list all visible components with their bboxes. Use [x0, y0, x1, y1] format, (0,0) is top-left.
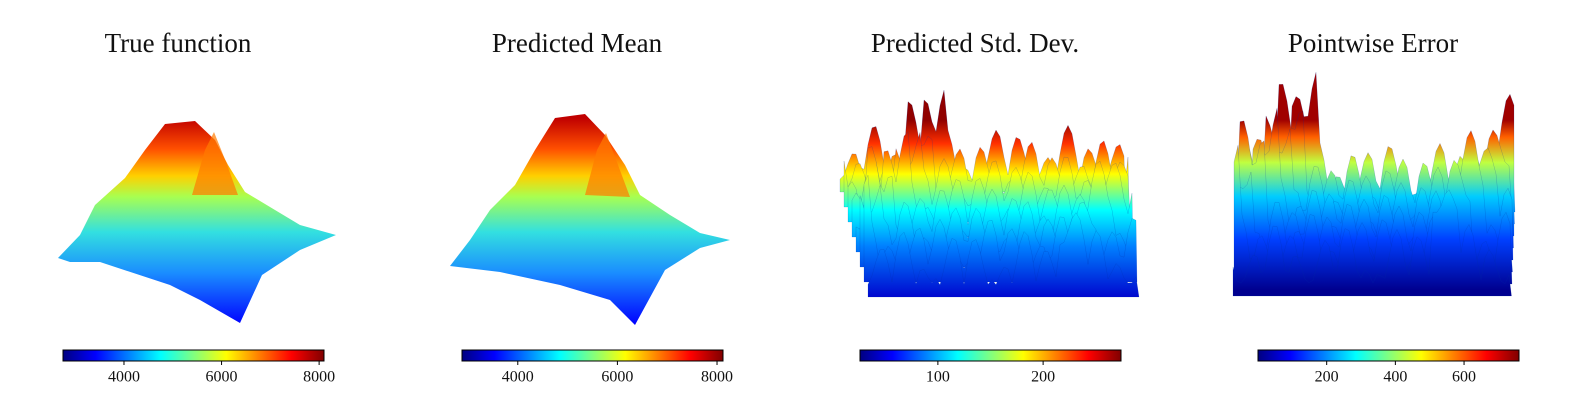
colorbar-tick-label: 400 — [1383, 369, 1407, 386]
colorbar-tick-label: 200 — [1315, 369, 1339, 386]
chart-title: True function — [105, 28, 252, 58]
chart-title: Predicted Mean — [492, 28, 663, 58]
colorbar — [62, 349, 325, 362]
chart-title: Predicted Std. Dev. — [871, 28, 1079, 58]
colorbar-tick-label: 4000 — [108, 369, 140, 386]
surface-row — [1232, 189, 1512, 297]
colorbar-tick-label: 6000 — [206, 369, 238, 386]
surface — [839, 72, 1516, 298]
chart-title: Pointwise Error — [1288, 28, 1458, 58]
colorbar-tick-label: 8000 — [701, 369, 733, 386]
colorbar-tick-label: 200 — [1031, 369, 1055, 386]
colorbar-tick-label: 4000 — [502, 369, 534, 386]
colorbar-tick-label: 8000 — [303, 369, 335, 386]
surface — [58, 114, 730, 325]
colorbar — [1257, 349, 1520, 362]
colorbar — [461, 349, 724, 362]
colorbar-tick-label: 100 — [926, 369, 950, 386]
colorbar — [859, 349, 1122, 362]
surface-row — [867, 212, 1140, 298]
colorbar-tick-label: 6000 — [601, 369, 633, 386]
colorbar-tick-label: 600 — [1452, 369, 1476, 386]
